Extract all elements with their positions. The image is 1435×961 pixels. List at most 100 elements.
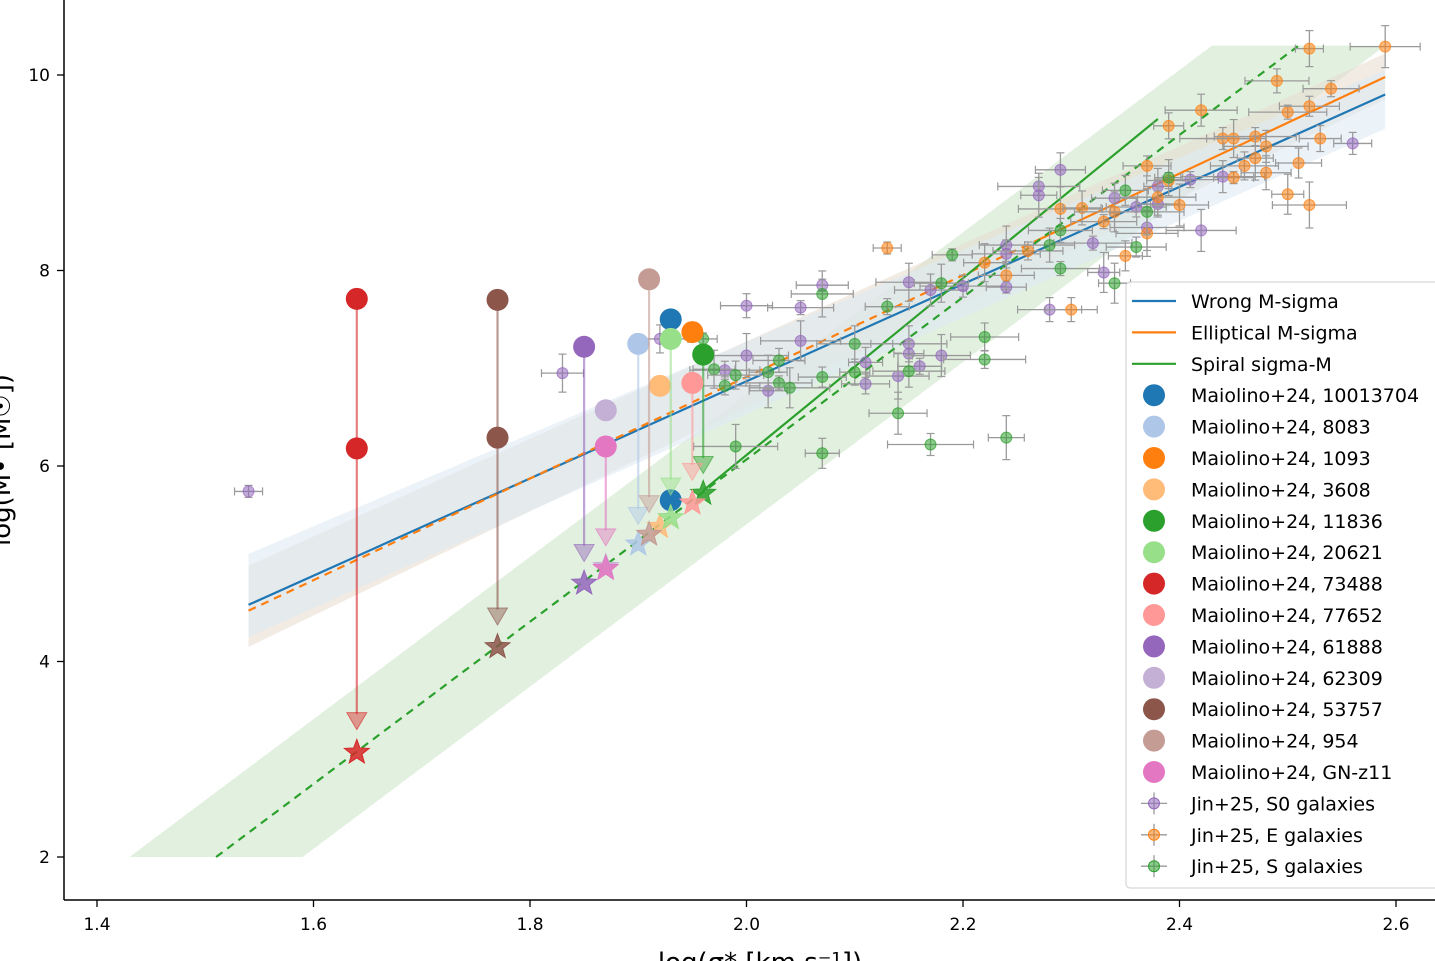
jin-marker: [1108, 277, 1121, 290]
legend-dot-swatch: [1143, 666, 1165, 689]
jin-marker: [794, 301, 807, 314]
legend-dot-swatch: [1143, 604, 1165, 626]
maiolino-object: [657, 327, 685, 530]
legend-label: Wrong M-sigma: [1191, 291, 1339, 313]
legend-entry: Maiolino+24, 10013704: [1143, 384, 1419, 407]
legend-dot-swatch: [1143, 509, 1165, 532]
legend-dot-swatch: [1143, 761, 1165, 783]
jin-point: [866, 352, 930, 400]
maiolino-marker: [345, 287, 368, 310]
jin-point: [886, 432, 975, 457]
relation-line-1-dashed: [248, 238, 1040, 612]
jin-point: [987, 415, 1025, 461]
jin-point: [943, 349, 1027, 370]
jin-point: [233, 484, 264, 499]
jin-point: [719, 293, 774, 319]
legend-label: Maiolino+24, 73488: [1191, 574, 1383, 596]
jin-point: [1298, 124, 1342, 153]
jin-point: [872, 241, 902, 255]
jin-marker: [1379, 40, 1392, 53]
jin-marker: [1141, 159, 1154, 172]
jin-marker: [1097, 215, 1110, 228]
legend-label: Jin+25, S galaxies: [1190, 856, 1363, 878]
jin-marker: [740, 299, 753, 312]
maiolino-object: [483, 288, 512, 659]
y-ticks: 2 4 6 8 10: [28, 66, 64, 868]
jin-marker: [1076, 201, 1089, 214]
jin-data-points: [233, 25, 1421, 499]
y-tick-label: 10: [28, 66, 50, 86]
jin-marker: [848, 337, 861, 350]
jin-marker: [1097, 266, 1110, 279]
jin-marker: [1130, 200, 1143, 213]
spiral-star-marker: [592, 554, 620, 581]
legend-label: Maiolino+24, 77652: [1191, 605, 1383, 627]
maiolino-marker: [638, 268, 661, 291]
maiolino-marker: [692, 343, 715, 366]
jin-point: [1213, 171, 1255, 185]
jin-marker: [1032, 189, 1045, 202]
jin-point: [1122, 155, 1172, 177]
jin-point: [804, 437, 840, 469]
jin-marker: [729, 369, 742, 382]
jin-marker: [1173, 199, 1186, 212]
maiolino-marker: [659, 308, 682, 331]
maiolino-object: [678, 371, 707, 515]
jin-marker: [772, 354, 785, 367]
maiolino-marker: [573, 335, 596, 358]
spiral-star-marker: [483, 632, 512, 659]
legend-label: Maiolino+24, 62309: [1191, 668, 1383, 690]
jin-marker: [1000, 247, 1013, 260]
maiolino-object: [343, 287, 371, 765]
jin-point: [1153, 112, 1185, 140]
legend-dot-swatch: [1143, 698, 1165, 721]
legend-label: Spiral sigma-M: [1191, 354, 1332, 376]
axes: [63, 0, 1435, 901]
jin-point: [1070, 214, 1138, 230]
legend-entry: Maiolino+24, 61888: [1143, 635, 1383, 658]
legend-entry: Maiolino+24, 53757: [1143, 698, 1383, 721]
legend-entry: Maiolino+24, 8083: [1143, 415, 1371, 439]
jin-point: [703, 332, 790, 379]
spiral-star-marker: [678, 488, 707, 515]
jin-marker: [1141, 205, 1154, 218]
legend-label: Maiolino+24, 1093: [1191, 448, 1371, 470]
maiolino-marker: [681, 371, 704, 394]
maiolino-object: [659, 308, 682, 512]
jin-point: [1087, 251, 1121, 294]
jin-marker: [783, 381, 796, 394]
jin-point: [1062, 190, 1102, 226]
correction-arrow-head: [486, 607, 509, 627]
legend-label: Maiolino+24, 61888: [1191, 636, 1383, 658]
jin-marker: [1119, 184, 1132, 197]
jin-marker: [1303, 100, 1316, 113]
legend-dot-swatch: [1143, 572, 1165, 595]
correction-arrow-head: [345, 712, 368, 731]
y-tick-label: 2: [39, 848, 50, 868]
jin-point: [1149, 183, 1210, 227]
jin-marker: [1227, 171, 1240, 184]
jin-marker: [1325, 82, 1338, 95]
jin-marker: [1043, 239, 1056, 252]
jin-point: [864, 298, 910, 316]
legend-label: Maiolino+24, 3608: [1191, 479, 1371, 501]
maiolino-marker: [681, 321, 704, 344]
spiral-star-marker: [570, 568, 598, 595]
jin-marker: [978, 330, 991, 343]
correction-arrow-head: [573, 544, 595, 563]
jin-marker: [957, 280, 969, 293]
jin-point: [1020, 172, 1058, 218]
jin-point: [1302, 80, 1360, 98]
legend-label: Elliptical M-sigma: [1191, 322, 1358, 344]
jin-marker: [1227, 132, 1240, 145]
jin-marker: [1130, 241, 1143, 254]
maiolino-marker: [648, 374, 671, 397]
spiral-star-marker: [657, 503, 685, 530]
maiolino-marker: [627, 332, 650, 355]
maiolino-object: [592, 435, 620, 581]
maiolino-object: [635, 268, 663, 547]
jin-marker: [816, 287, 829, 300]
maiolino-marker: [345, 437, 368, 460]
legend: Wrong M-sigma Elliptical M-sigma Spiral si…: [1125, 281, 1435, 889]
